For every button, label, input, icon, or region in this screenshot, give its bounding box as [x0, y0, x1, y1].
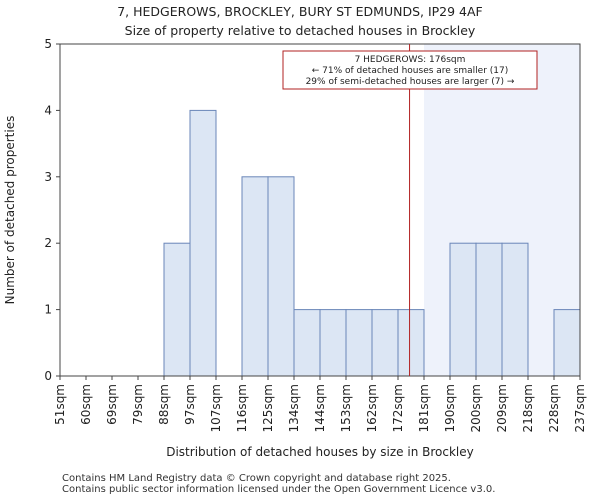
- chart-title-block: 7, HEDGEROWS, BROCKLEY, BURY ST EDMUNDS,…: [0, 2, 600, 40]
- y-tick-label: 4: [44, 103, 52, 117]
- y-tick-label: 2: [44, 236, 52, 250]
- x-tick-label: 200sqm: [469, 384, 483, 432]
- x-tick-label: 116sqm: [235, 384, 249, 432]
- chart-subtitle: Size of property relative to detached ho…: [124, 23, 476, 38]
- annotation-line: 29% of semi-detached houses are larger (…: [306, 77, 515, 87]
- footer: Contains HM Land Registry data © Crown c…: [62, 473, 495, 495]
- x-tick-label: 88sqm: [157, 384, 171, 425]
- footer-line-2: Contains public sector information licen…: [62, 484, 496, 495]
- y-axis-title: Number of detached properties: [3, 116, 17, 305]
- footer-line-1: Contains HM Land Registry data © Crown c…: [62, 473, 451, 484]
- bar: [189, 109, 217, 377]
- bar: [397, 309, 425, 377]
- annotation-box: [282, 50, 538, 90]
- bar: [345, 309, 373, 377]
- bar: [163, 242, 191, 377]
- x-tick-label: 107sqm: [209, 384, 223, 432]
- y-tick-label: 3: [44, 170, 52, 184]
- x-tick-label: 134sqm: [287, 384, 301, 432]
- x-tick-label: 228sqm: [547, 384, 561, 432]
- bar: [293, 309, 321, 377]
- y-tick-label: 0: [44, 369, 52, 383]
- x-tick-label: 60sqm: [79, 384, 93, 425]
- bar: [267, 176, 295, 377]
- x-tick-label: 172sqm: [391, 384, 405, 432]
- chart-title: 7, HEDGEROWS, BROCKLEY, BURY ST EDMUNDS,…: [117, 4, 483, 19]
- x-axis-title: Distribution of detached houses by size …: [166, 445, 474, 459]
- x-tick-label: 209sqm: [495, 384, 509, 432]
- x-tick-label: 125sqm: [261, 384, 275, 432]
- bar: [553, 309, 581, 377]
- bar: [319, 309, 347, 377]
- x-tick-label: 51sqm: [53, 384, 67, 425]
- x-tick-label: 190sqm: [443, 384, 457, 432]
- bar: [371, 309, 399, 377]
- annotation-line: ← 71% of detached houses are smaller (17…: [312, 66, 509, 76]
- x-tick-label: 218sqm: [521, 384, 535, 432]
- x-tick-label: 79sqm: [131, 384, 145, 425]
- bar: [501, 242, 529, 377]
- bar: [475, 242, 503, 377]
- y-tick-label: 1: [44, 303, 52, 317]
- x-tick-label: 97sqm: [183, 384, 197, 425]
- bar: [241, 176, 269, 377]
- y-tick-label: 5: [44, 37, 52, 51]
- x-tick-label: 162sqm: [365, 384, 379, 432]
- annotation-line: 7 HEDGEROWS: 176sqm: [355, 55, 466, 65]
- x-tick-label: 153sqm: [339, 384, 353, 432]
- x-tick-label: 181sqm: [417, 384, 431, 432]
- bar: [449, 242, 477, 377]
- x-tick-label: 69sqm: [105, 384, 119, 425]
- x-tick-label: 144sqm: [313, 384, 327, 432]
- x-tick-label: 237sqm: [573, 384, 587, 432]
